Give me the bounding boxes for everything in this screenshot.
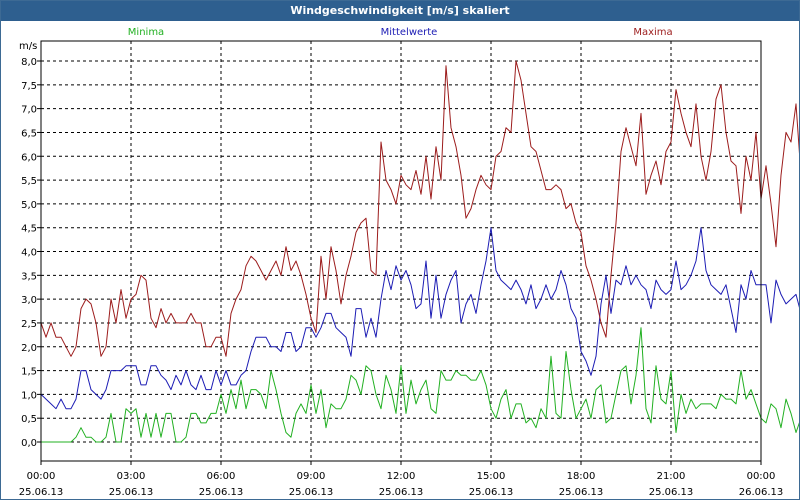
plot-frame <box>40 40 762 462</box>
x-tick-time-label: 03:00 <box>117 471 146 482</box>
y-tick-label: 8,0 <box>21 57 37 68</box>
y-tick-label: 2,5 <box>21 319 37 330</box>
x-tick-date-label: 25.06.13 <box>19 487 64 498</box>
y-tick-label: 3,5 <box>21 271 37 282</box>
y-tick-label: 4,5 <box>21 224 37 235</box>
y-tick-label: 7,0 <box>21 105 37 116</box>
y-tick-label: 6,5 <box>21 128 37 139</box>
x-tick-date-label: 25.06.13 <box>289 487 334 498</box>
x-tick-time-label: 06:00 <box>207 471 236 482</box>
x-tick-date-label: 25.06.13 <box>109 487 154 498</box>
y-tick-label: 4,0 <box>21 248 37 259</box>
y-tick-label: 1,0 <box>21 390 37 401</box>
x-tick-date-label: 25.06.13 <box>469 487 514 498</box>
series-line-maxima <box>40 60 799 357</box>
x-tick-time-label: 15:00 <box>477 471 506 482</box>
legend-mittelwerte: Mittelwerte <box>381 27 438 38</box>
y-tick-label: 2,0 <box>21 343 37 354</box>
x-tick-date-label: 25.06.13 <box>379 487 424 498</box>
y-tick-label: 5,5 <box>21 176 37 187</box>
legend-minima: Minima <box>128 27 164 38</box>
y-tick-label: 5,0 <box>21 200 37 211</box>
x-tick-date-label: 25.06.13 <box>559 487 604 498</box>
x-tick-time-label: 21:00 <box>657 471 686 482</box>
x-tick-date-label: 25.06.13 <box>199 487 244 498</box>
grid <box>41 41 761 461</box>
series-line-minima <box>41 327 799 443</box>
y-tick-label: 6,0 <box>21 152 37 163</box>
y-tick-label: 7,5 <box>21 81 37 92</box>
axes: 0,0 0,5 1,0 1,5 2,0 2,5 3,0 3,5 4,0 4,5 5,0 5,5 6,0 6… <box>19 40 784 498</box>
y-tick-label: 3,0 <box>21 295 37 306</box>
legend-maxima: Maxima <box>633 27 672 38</box>
series-layer <box>40 60 799 443</box>
x-tick-date-label: 26.06.13 <box>739 487 784 498</box>
x-tick-time-label: 00:00 <box>27 471 56 482</box>
y-axis-label: m/s <box>19 41 37 52</box>
x-tick-time-label: 00:00 <box>747 471 776 482</box>
y-tick-label: 0,5 <box>21 414 37 425</box>
y-tick-label: 0,0 <box>21 438 37 449</box>
window-title: Windgeschwindigkeit [m/s] skaliert <box>1 1 799 21</box>
x-tick-time-label: 18:00 <box>567 471 596 482</box>
x-tick-time-label: 09:00 <box>297 471 326 482</box>
series-line-mittelwerte <box>40 227 799 410</box>
x-tick-time-label: 12:00 <box>387 471 416 482</box>
y-tick-label: 1,5 <box>21 367 37 378</box>
x-tick-date-label: 25.06.13 <box>649 487 694 498</box>
